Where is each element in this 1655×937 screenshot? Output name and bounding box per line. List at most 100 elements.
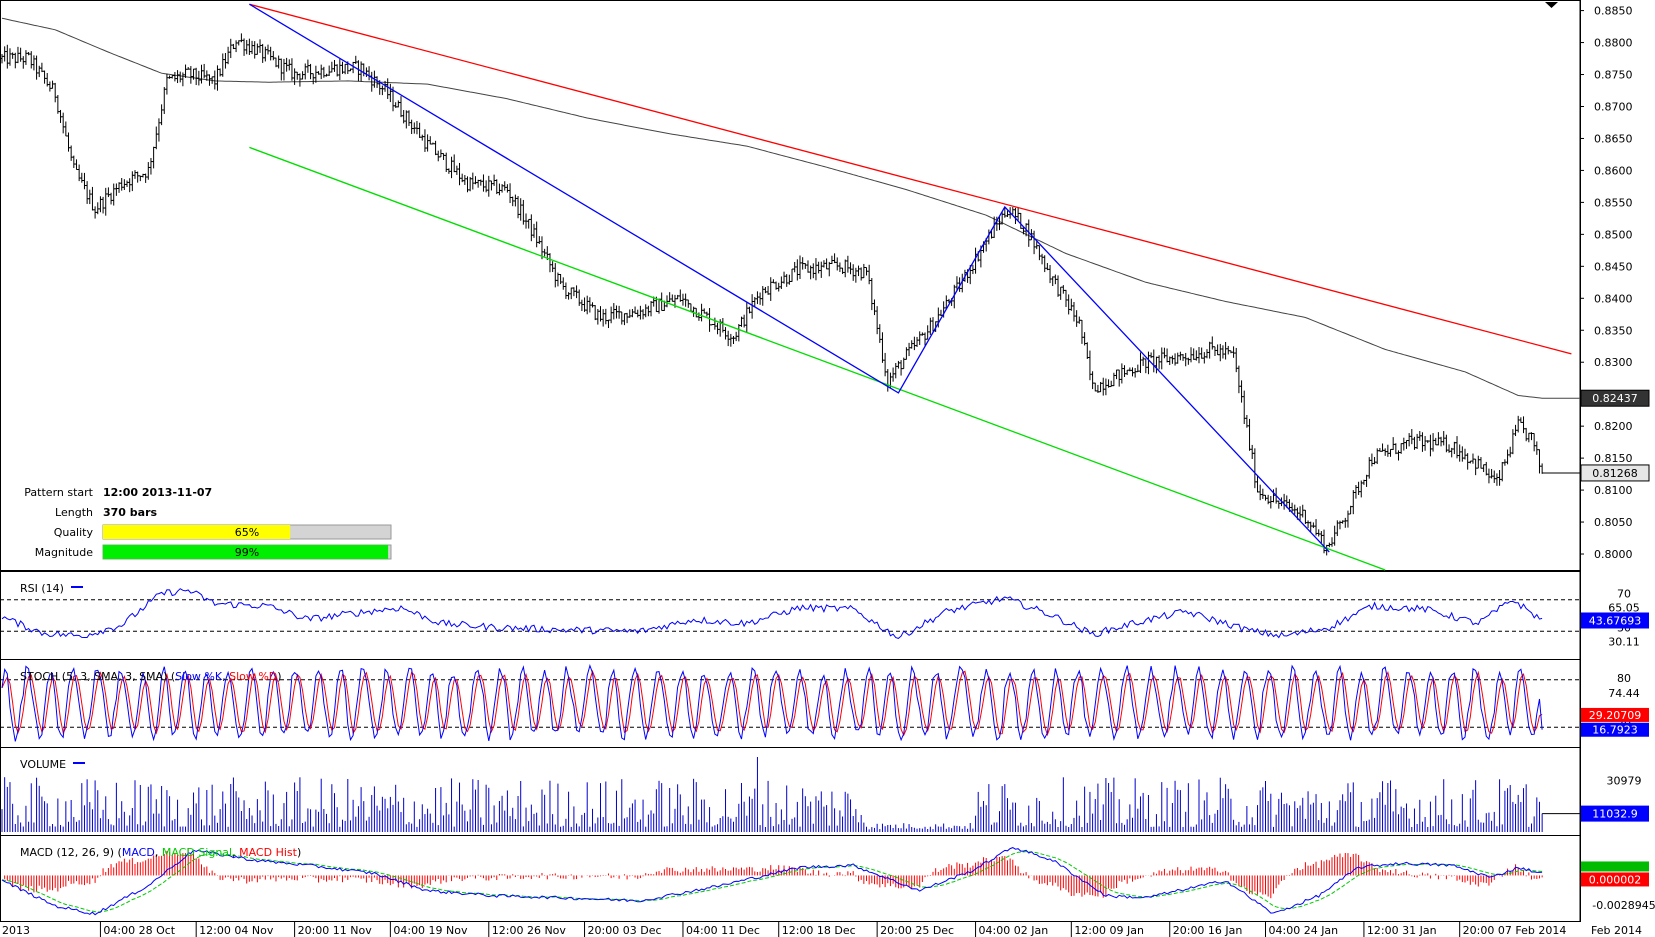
time-tick-label: 12:00 04 Nov [199,924,274,937]
macd-signal-line [1,851,1543,913]
pattern-info: Pattern start 12:00 2013-11-07 Length 37… [24,486,392,560]
stoch-k-line [1,663,1543,742]
stoch-axis-80: 80 [1617,672,1631,685]
quality-value: 65% [235,526,259,539]
stoch-d-line [1,669,1543,737]
rsi-current-box [1581,612,1649,629]
stoch-title-main: STOCH (5, 3, SMA, 3, SMA) [20,670,167,683]
price-tick-label: 0.8700 [1594,100,1633,113]
time-tick-label: 12:00 26 Nov [492,924,567,937]
macd-title-main: MACD (12, 26, 9) [20,846,114,859]
macd-legend-hist: MACD Hist [239,846,298,859]
time-tick-label: 04:00 19 Nov [393,924,468,937]
zigzag-pattern [249,3,1330,553]
last-price-label-box [1580,464,1650,482]
rsi-title: RSI (14) [20,582,64,595]
time-tick-label: 20:00 07 Feb 2014 [1463,924,1567,937]
channel-line [249,3,1572,355]
zigzag-line [249,3,1330,553]
price-tick-label: 0.8100 [1594,484,1633,497]
time-tick-label: 20:00 16 Jan [1173,924,1243,937]
channel-line [249,146,1386,571]
quality-bar-fill [103,525,291,539]
time-axis: 2013 04:00 28 Oct 12:00 04 Nov 20:00 11 Nov… [0,921,1642,937]
stoch-legend-k: Slow %K [175,670,223,683]
magnitude-label: Magnitude [35,546,94,559]
price-tick-label: 0.8800 [1594,37,1633,50]
price-tick-label: 0.8750 [1594,69,1633,82]
volume-current-label: 11032.9 [1592,808,1638,821]
price-tick-label: 0.8300 [1594,356,1633,369]
magnitude-bar-fill [103,545,389,559]
time-tick-label: 20:00 11 Nov [298,924,373,937]
time-tick-label: 04:00 02 Jan [979,924,1049,937]
price-tick-label: 0.8500 [1594,228,1633,241]
time-tick-label: 12:00 18 Dec [782,924,856,937]
rsi-line [1,588,1543,639]
stoch-legend-d: Slow %D [229,670,277,683]
macd-legend-signal: MACD Signal [162,846,232,859]
ma-value-label-box [1580,389,1650,407]
price-tick-label: 0.8150 [1594,452,1633,465]
ma-line [1,17,1580,399]
stoch-title: STOCH (5, 3, SMA, 3, SMA) (Slow %K, Slow… [20,670,282,683]
rsi-axis-high: 65.05 [1608,602,1640,615]
macd-line [1,847,1543,916]
macd-current-label: 0.000002 [1589,873,1642,886]
price-tick-label: 0.8850 [1594,5,1633,18]
time-tick-label: 20:00 25 Dec [880,924,954,937]
price-tick-label: 0.8400 [1594,292,1633,305]
volume-axis-label: 30979 [1607,774,1642,787]
stoch-k-box [1581,722,1649,737]
rsi-axis-low: 30.11 [1608,635,1640,648]
rsi-current-label: 43.67693 [1589,614,1642,627]
stoch-d-box [1581,707,1649,722]
chart-options-triangle-icon[interactable] [1545,2,1558,8]
macd-layer: -0.0028945 0.000002 [1,847,1655,916]
price-bars [0,33,1580,556]
volume-title: VOLUME [20,758,66,771]
stoch-k-label: 16.7923 [1592,724,1638,737]
price-panel[interactable]: 0.8850 0.8800 0.8750 0.8700 0.8650 0.8600 0.85… [0,0,1650,921]
price-tick-label: 0.8000 [1594,548,1633,561]
price-tick-label: 0.8550 [1594,196,1633,209]
price-tick-label: 0.8600 [1594,164,1633,177]
price-tick-label: 0.8200 [1594,420,1633,433]
length-label: Length [55,506,93,519]
price-tick-label: 0.8050 [1594,516,1633,529]
ma-value-label: 0.82437 [1592,392,1638,405]
volume-layer: 30979 11032.9 [1,757,1649,832]
magnitude-value: 99% [235,546,259,559]
price-labels: 0.82437 0.81268 [1580,389,1650,482]
pattern-start-label: Pattern start [24,486,93,499]
macd-current-box [1581,872,1649,887]
macd-axis-label: -0.0028945 [1592,899,1655,912]
length-value: 370 bars [103,506,158,519]
stoch-axis-high: 74.44 [1608,687,1640,700]
stoch-d-label: 29.20709 [1589,709,1642,722]
pattern-start-value: 12:00 2013-11-07 [103,486,212,499]
time-tick-label: 20:00 03 Dec [588,924,662,937]
time-tick-label: 12:00 31 Jan [1367,924,1437,937]
last-price-label: 0.81268 [1592,467,1638,480]
price-tick-label: 0.8450 [1594,260,1633,273]
quality-label: Quality [54,526,94,539]
rsi-axis-70: 70 [1617,588,1631,601]
time-tick-label: Feb 2014 [1591,924,1642,937]
macd-signal-box [1581,861,1649,872]
time-tick-label: 12:00 09 Jan [1074,924,1144,937]
time-tick-label: 04:00 28 Oct [103,924,175,937]
channel-lines [249,3,1572,571]
macd-title: MACD (12, 26, 9) (MACD, MACD Signal, MAC… [20,846,301,859]
time-tick-label: 2013 [2,924,30,937]
moving-average-line [1,17,1580,399]
macd-legend-macd: MACD [122,846,155,859]
volume-current-box [1581,805,1649,822]
price-tick-label: 0.8350 [1594,324,1633,337]
time-tick-label: 04:00 24 Jan [1269,924,1339,937]
